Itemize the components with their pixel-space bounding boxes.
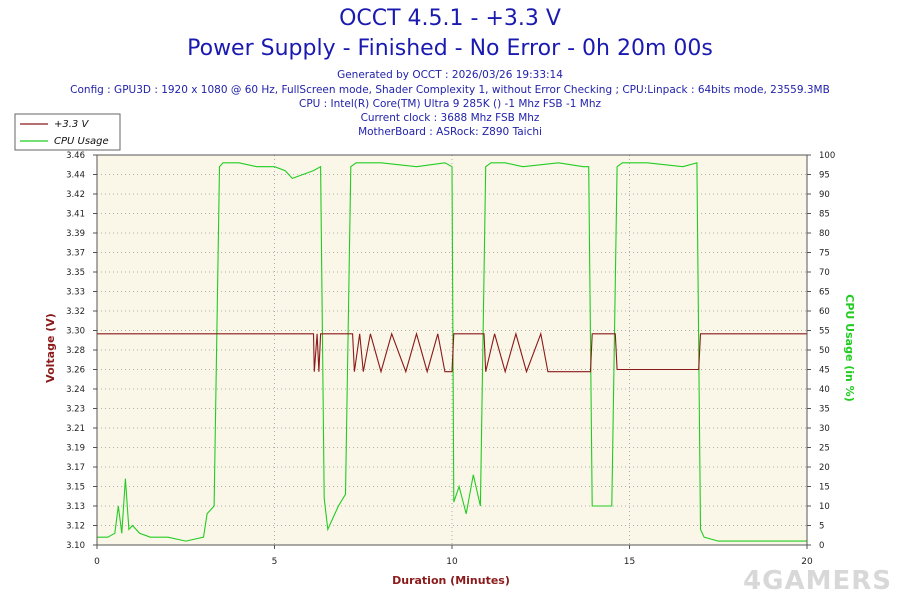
y2-tick-label: 80 [819,229,830,239]
y-tick-label: 3.30 [66,327,85,337]
y-tick-label: 3.33 [66,288,85,298]
config-info: Config : GPU3D : 1920 x 1080 @ 60 Hz, Fu… [70,84,830,96]
series-voltage-line [97,331,807,374]
y2-tick-label: 95 [819,171,830,181]
y2-tick-label: 30 [819,424,830,434]
y2-tick-label: 50 [819,346,830,356]
y2-tick-label: 90 [819,190,830,200]
y2-tick-label: 85 [819,210,830,220]
series-lines [97,162,807,542]
y-tick-label: 3.28 [66,346,85,356]
y2-tick-label: 25 [819,444,830,454]
y2-tick-label: 65 [819,288,830,298]
x-tick-label: 10 [446,557,458,567]
y-tick-label: 3.41 [66,210,85,220]
y2-tick-label: 5 [819,522,824,532]
legend-box [14,113,121,151]
x-tick-label: 20 [801,557,813,567]
clock-info: Current clock : 3688 Mhz FSB Mhz [360,112,540,124]
y-tick-label: 3.23 [66,405,85,415]
watermark-logo: 4GAMERS [743,566,892,596]
y2-tick-label: 70 [819,268,830,278]
y-axis-label: Voltage (V) [44,313,57,383]
y2-tick-label: 100 [819,151,835,161]
y2-tick-label: 40 [819,385,830,395]
y-tick-label: 3.19 [66,444,85,454]
y2-tick-label: 60 [819,307,830,317]
y2-axis-label: CPU Usage (in %) [843,294,856,401]
x-tick-label: 0 [94,557,100,567]
left-axis-ticks: 3.10 3.12 3.13 3.15 3.17 3.19 3.21 3.23 3.24 3.26… [66,151,97,551]
y-tick-label: 3.44 [66,171,85,181]
x-tick-label: 15 [624,557,635,567]
y2-tick-label: 20 [819,463,830,473]
y-tick-label: 3.13 [66,502,85,512]
motherboard-info: MotherBoard : ASRock: Z890 Taichi [358,126,542,138]
x-axis-ticks: 0 5 10 15 20 [94,545,813,567]
x-axis-label: Duration (Minutes) [392,574,510,587]
legend-label-voltage: +3.3 V [54,119,89,130]
y2-tick-label: 45 [819,366,830,376]
y-tick-label: 3.12 [66,522,85,532]
y-tick-label: 3.46 [66,151,85,161]
legend: +3.3 V CPU Usage [14,113,121,151]
y-tick-label: 3.39 [66,229,85,239]
y2-tick-label: 10 [819,502,830,512]
y-tick-label: 3.24 [66,385,85,395]
generated-info: Generated by OCCT : 2026/03/26 19:33:14 [337,69,563,81]
y-tick-label: 3.26 [66,366,85,376]
cpu-info: CPU : Intel(R) Core(TM) Ultra 9 285K () … [298,98,602,110]
series-cpu-line [97,162,807,542]
y-tick-label: 3.37 [66,249,85,259]
y2-tick-label: 55 [819,327,830,337]
y2-tick-label: 75 [819,249,830,259]
chart-title: OCCT 4.5.1 - +3.3 V [339,6,561,31]
y-tick-label: 3.15 [66,483,85,493]
y-tick-label: 3.35 [66,268,85,278]
y2-tick-label: 15 [819,483,830,493]
y-tick-label: 3.17 [66,463,85,473]
y2-tick-label: 35 [819,405,830,415]
legend-label-cpu: CPU Usage [54,136,109,147]
right-axis-ticks: 0 5 10 15 20 25 30 35 40 45 50 55 60 65 70 75 80 85 90 95 10… [807,151,835,551]
y-tick-label: 3.10 [66,541,85,551]
y-tick-label: 3.21 [66,424,85,434]
x-tick-label: 5 [272,557,278,567]
y-tick-label: 3.32 [66,307,85,317]
plot-border [96,154,808,546]
y2-tick-label: 0 [819,541,824,551]
chart-subtitle: Power Supply - Finished - No Error - 0h … [187,36,713,61]
y-tick-label: 3.42 [66,190,85,200]
